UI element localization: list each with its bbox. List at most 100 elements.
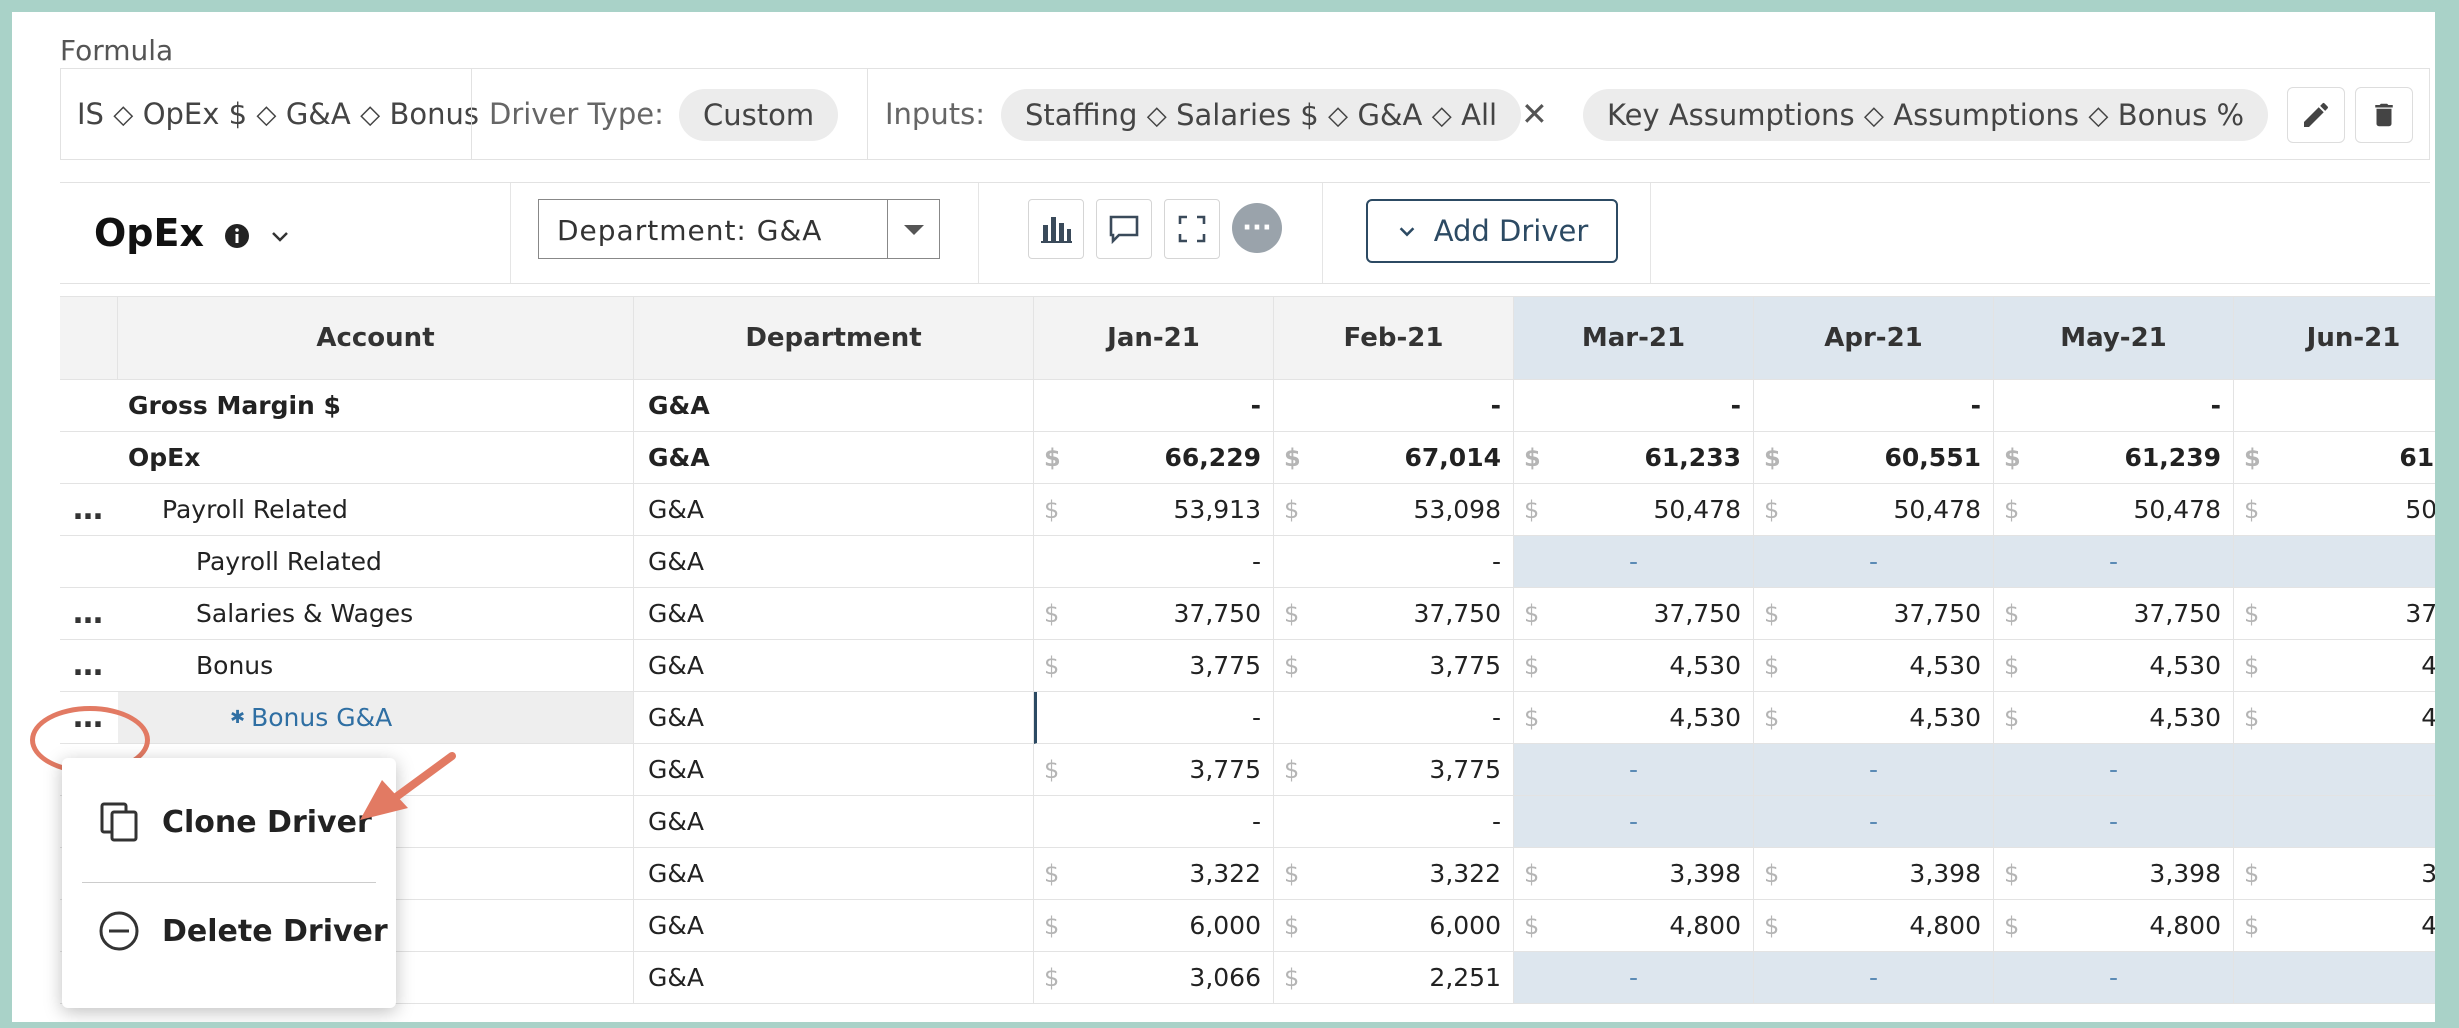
department-cell[interactable]: G&A [634,744,1034,796]
value-cell[interactable]: $37,750 [1754,588,1994,640]
value-cell[interactable]: $3,775 [1274,640,1514,692]
value-cell[interactable]: $53,913 [1034,484,1274,536]
value-cell[interactable]: $4,530 [1754,640,1994,692]
value-cell[interactable]: - [1274,692,1514,744]
value-cell[interactable]: - [1514,536,1754,588]
value-cell[interactable]: - [1994,952,2234,1004]
department-cell[interactable]: G&A [634,640,1034,692]
value-cell[interactable]: $4,800 [1514,900,1754,952]
table-row[interactable]: fitsG&A$6,000$6,000$4,800$4,800$4,800$4,… [60,900,2435,952]
table-row[interactable]: OpEx G&A $66,229 $67,014 $61,233 $60,551 $61,2… [60,432,2435,484]
table-row[interactable]: …✱Bonus G&AG&A--$4,530$4,530$4,530$4,5 [60,692,2435,744]
value-cell[interactable]: $67,014 [1274,432,1514,484]
value-cell[interactable] [2234,952,2435,1004]
comments-button[interactable] [1096,199,1152,259]
value-cell[interactable]: $3,066 [1034,952,1274,1004]
row-actions-icon[interactable]: … [73,492,105,527]
table-row[interactable]: … Payroll Related G&A $53,913 $53,098 $50,478… [60,484,2435,536]
chart-view-button[interactable] [1028,199,1084,259]
table-row[interactable]: Gross Margin $ G&A - - - - - [60,380,2435,432]
department-cell[interactable]: G&A [634,484,1034,536]
value-cell[interactable] [2234,744,2435,796]
value-cell[interactable]: $37,750 [1274,588,1514,640]
remove-input-icon[interactable]: ✕ [1521,95,1548,133]
column-header-may[interactable]: May-21 [1994,296,2234,380]
column-header-account[interactable]: Account [118,296,634,380]
value-cell[interactable]: - [1754,536,1994,588]
info-icon[interactable] [223,222,251,250]
value-cell[interactable]: $2,251 [1274,952,1514,1004]
table-row[interactable]: G&A - - - - - [60,796,2435,848]
row-actions-icon[interactable]: … [73,648,105,683]
department-cell[interactable]: G&A [634,692,1034,744]
clone-driver-menu-item[interactable]: Clone Driver [98,800,372,844]
fullscreen-button[interactable] [1164,199,1220,259]
table-row[interactable]: ensationG&A$3,066$2,251--- [60,952,2435,1004]
input-pill-staffing[interactable]: Staffing ⬦ Salaries $ ⬦ G&A ⬦ All [1001,89,1522,141]
value-cell[interactable]: $4,530 [1754,692,1994,744]
column-header-department[interactable]: Department [634,296,1034,380]
value-cell[interactable]: $4,530 [1994,640,2234,692]
department-select[interactable]: Department: G&A [538,199,940,259]
value-cell[interactable]: $3,775 [1274,744,1514,796]
value-cell[interactable]: $66,229 [1034,432,1274,484]
table-row[interactable]: G&A$3,322$3,322$3,398$3,398$3,398$3,3 [60,848,2435,900]
value-cell[interactable] [2234,380,2435,432]
value-cell[interactable]: $3,322 [1274,848,1514,900]
column-header-feb[interactable]: Feb-21 [1274,296,1514,380]
value-cell[interactable]: - [1274,796,1514,848]
value-cell[interactable]: $4,800 [1994,900,2234,952]
account-cell[interactable]: Payroll Related [118,536,634,588]
value-cell[interactable]: $50,4 [2234,484,2435,536]
value-cell[interactable]: $53,098 [1274,484,1514,536]
account-cell[interactable]: Gross Margin $ [118,380,634,432]
column-header-jun[interactable]: Jun-21 [2234,296,2435,380]
value-cell[interactable]: $4,800 [1754,900,1994,952]
value-cell[interactable]: $50,478 [1754,484,1994,536]
value-cell[interactable]: $37,750 [1994,588,2234,640]
value-cell[interactable]: - [1274,380,1514,432]
value-cell[interactable]: $3,398 [1514,848,1754,900]
value-cell[interactable]: $6,000 [1034,900,1274,952]
more-options-button[interactable]: ··· [1232,203,1282,253]
value-cell[interactable]: $37,750 [1034,588,1274,640]
value-cell[interactable]: - [1274,536,1514,588]
department-cell[interactable]: G&A [634,952,1034,1004]
value-cell[interactable]: $4,530 [1514,640,1754,692]
value-cell[interactable]: $61,233 [1514,432,1754,484]
value-cell[interactable]: - [1994,380,2234,432]
value-cell[interactable]: $4,5 [2234,692,2435,744]
input-pill-key-assumptions[interactable]: Key Assumptions ⬦ Assumptions ⬦ Bonus % [1583,89,2269,141]
value-cell[interactable]: $61,4 [2234,432,2435,484]
value-cell[interactable]: - [1994,744,2234,796]
table-row[interactable]: … Salaries & Wages G&A $37,750 $37,750 $37,75… [60,588,2435,640]
row-actions-cell[interactable]: … [60,640,118,692]
table-row[interactable]: G&A $3,775 $3,775- - - [60,744,2435,796]
delete-driver-menu-item[interactable]: Delete Driver [98,910,388,952]
value-cell[interactable]: $6,000 [1274,900,1514,952]
department-cell[interactable]: G&A [634,536,1034,588]
driver-type-pill[interactable]: Custom [679,89,839,141]
value-cell[interactable]: $37,7 [2234,588,2435,640]
value-cell[interactable]: $3,398 [1994,848,2234,900]
value-cell[interactable]: $4,8 [2234,900,2435,952]
department-cell[interactable]: G&A [634,848,1034,900]
column-header-jan[interactable]: Jan-21 [1034,296,1274,380]
value-cell[interactable]: - [1514,952,1754,1004]
value-cell[interactable]: $60,551 [1754,432,1994,484]
value-cell[interactable]: - [1514,380,1754,432]
value-cell[interactable]: - [1754,380,1994,432]
department-cell[interactable]: G&A [634,380,1034,432]
table-row[interactable]: Payroll Related G&A - - - - - [60,536,2435,588]
value-cell[interactable]: - [1754,744,1994,796]
department-cell[interactable]: G&A [634,432,1034,484]
value-cell[interactable]: - [1034,536,1274,588]
department-cell[interactable]: G&A [634,900,1034,952]
value-cell[interactable]: - [1034,380,1274,432]
row-actions-cell[interactable]: … [60,484,118,536]
value-cell[interactable]: $61,239 [1994,432,2234,484]
value-cell[interactable]: $3,322 [1034,848,1274,900]
account-cell[interactable]: Bonus [118,640,634,692]
value-cell[interactable]: $3,398 [1754,848,1994,900]
value-cell[interactable]: $4,530 [1514,692,1754,744]
